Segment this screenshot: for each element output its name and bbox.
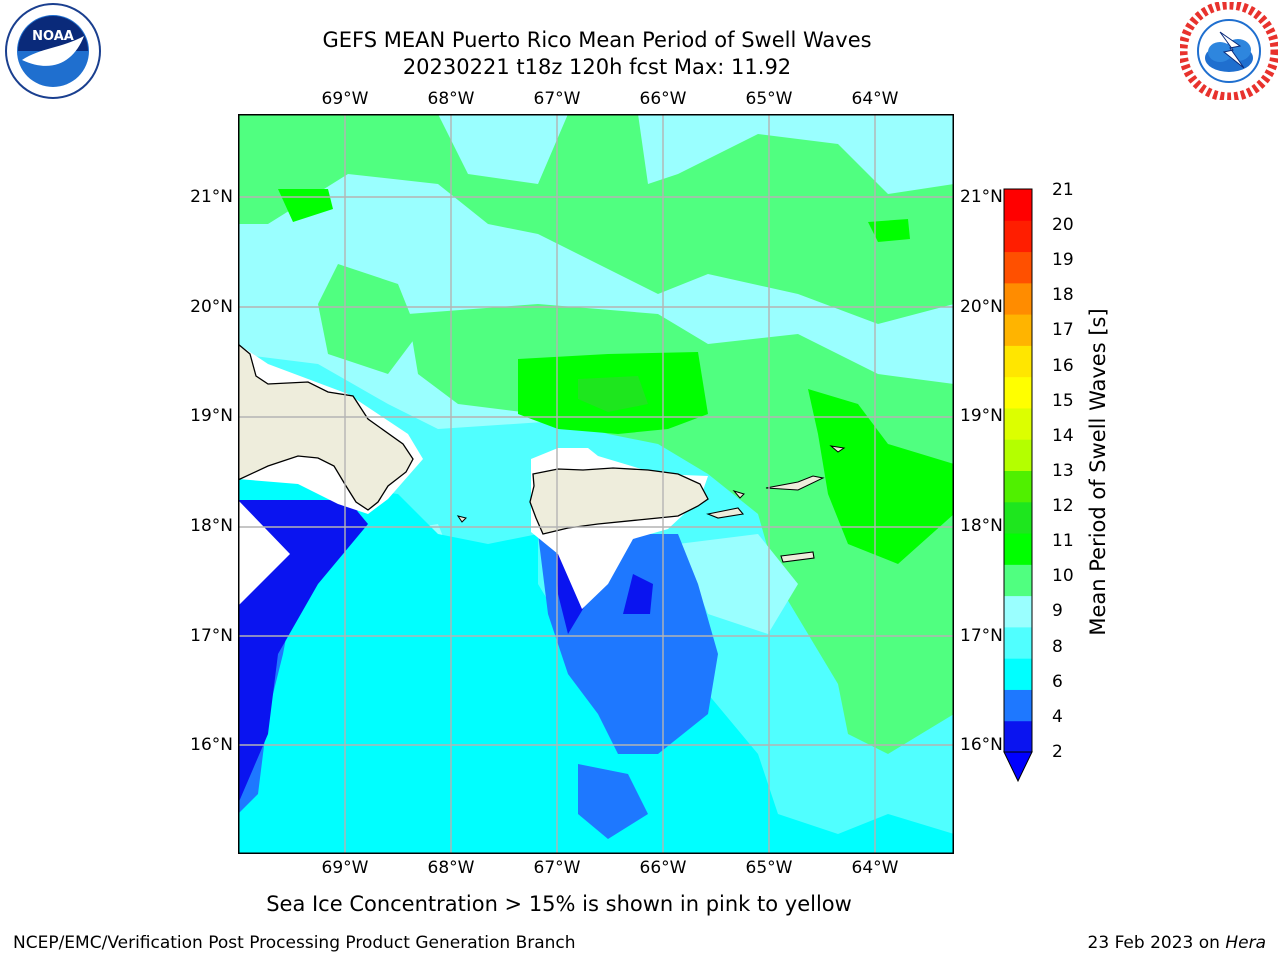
- island-st-croix: [780, 551, 815, 563]
- lon-label-bottom-65w: 65°W: [745, 858, 793, 878]
- colorbar-segment: [1004, 720, 1032, 753]
- lat-label-left-16n: 16°N: [190, 735, 233, 755]
- colorbar-segment: [1004, 439, 1032, 471]
- lon-label-bottom-67w: 67°W: [533, 858, 581, 878]
- lat-label-right-20n: 20°N: [960, 297, 1003, 317]
- map-frame: [238, 114, 954, 854]
- noaa-logo: NOAA: [5, 3, 101, 99]
- colorbar-segment: [1004, 407, 1032, 440]
- colorbar-tick-8: 8: [1052, 637, 1063, 657]
- lat-label-left-19n: 19°N: [190, 406, 233, 426]
- island-mona: [456, 515, 467, 523]
- map-title-line1: GEFS MEAN Puerto Rico Mean Period of Swe…: [322, 28, 872, 52]
- swell-period-map: [238, 114, 954, 854]
- colorbar-segment: [1004, 220, 1032, 253]
- colorbar-segment: [1004, 533, 1032, 565]
- colorbar-segment: [1004, 658, 1032, 690]
- nws-logo: [1180, 2, 1278, 100]
- map-title-line2: 20230221 t18z 120h fcst Max: 11.92: [402, 55, 792, 79]
- island-culebra: [732, 490, 745, 499]
- colorbar-segments: [1004, 189, 1032, 753]
- colorbar-tick-19: 19: [1052, 250, 1074, 270]
- colorbar-tick-21: 21: [1052, 180, 1074, 200]
- lat-label-left-21n: 21°N: [190, 187, 233, 207]
- colorbar-tick-11: 11: [1052, 531, 1074, 551]
- footer-machine: Hera: [1225, 933, 1266, 953]
- colorbar-segment: [1004, 689, 1032, 722]
- colorbar-tick-10: 10: [1052, 566, 1074, 586]
- colorbar-segment: [1004, 376, 1032, 409]
- contour-10-11s-east: [808, 389, 954, 564]
- colorbar-tick-2: 2: [1052, 742, 1063, 762]
- colorbar-tick-9: 9: [1052, 601, 1063, 621]
- lon-label-bottom-64w: 64°W: [851, 858, 899, 878]
- lat-label-right-21n: 21°N: [960, 187, 1003, 207]
- colorbar-segment: [1004, 564, 1032, 597]
- landmass-hispaniola: [238, 343, 414, 511]
- colorbar-tick-12: 12: [1052, 496, 1074, 516]
- lon-label-top-64w: 64°W: [851, 89, 899, 109]
- contour-8-9s-south2: [678, 534, 798, 634]
- colorbar-extend-arrow: [1003, 751, 1033, 783]
- colorbar-segment: [1004, 282, 1032, 315]
- lon-label-top-69w: 69°W: [321, 89, 369, 109]
- colorbar-tick-16: 16: [1052, 356, 1074, 376]
- colorbar-segment: [1004, 345, 1032, 378]
- colorbar-frame: [1003, 188, 1033, 753]
- lon-label-bottom-69w: 69°W: [321, 858, 369, 878]
- lon-label-top-67w: 67°W: [533, 89, 581, 109]
- colorbar-tick-4: 4: [1052, 707, 1063, 727]
- contour-10-11s-ne: [868, 219, 910, 242]
- colorbar: [1003, 188, 1033, 783]
- lon-label-bottom-68w: 68°W: [427, 858, 475, 878]
- colorbar-segment: [1004, 189, 1032, 221]
- colorbar-tick-6: 6: [1052, 672, 1063, 692]
- contour-2-4s-south: [578, 764, 648, 839]
- footer-branch: NCEP/EMC/Verification Post Processing Pr…: [13, 933, 576, 953]
- lon-label-top-65w: 65°W: [745, 89, 793, 109]
- contour-below-2s-west: [238, 500, 368, 804]
- colorbar-segment: [1004, 251, 1032, 284]
- contour-below-2s-small: [623, 574, 653, 614]
- lat-label-left-18n: 18°N: [190, 516, 233, 536]
- lat-label-right-19n: 19°N: [960, 406, 1003, 426]
- colorbar-tick-20: 20: [1052, 215, 1074, 235]
- noaa-logo-text: NOAA: [32, 29, 74, 44]
- islands-virgin: [765, 475, 825, 491]
- colorbar-tick-15: 15: [1052, 391, 1074, 411]
- footer-date-text: 23 Feb 2023 on: [1087, 933, 1226, 953]
- contour-11-12s: [578, 376, 648, 412]
- lat-label-right-16n: 16°N: [960, 735, 1003, 755]
- colorbar-segment: [1004, 626, 1032, 659]
- colorbar-segment: [1004, 595, 1032, 628]
- colorbar-tick-18: 18: [1052, 285, 1074, 305]
- colorbar-segment: [1004, 314, 1032, 346]
- lat-label-left-17n: 17°N: [190, 626, 233, 646]
- sea-ice-caption: Sea Ice Concentration > 15% is shown in …: [266, 892, 852, 916]
- footer-date: 23 Feb 2023 on Hera: [1088, 933, 1266, 953]
- contour-9-10s-north: [238, 114, 954, 324]
- colorbar-tick-14: 14: [1052, 426, 1074, 446]
- lon-label-top-66w: 66°W: [639, 89, 687, 109]
- island-vieques: [706, 507, 745, 519]
- lat-label-left-20n: 20°N: [190, 297, 233, 317]
- lat-label-right-18n: 18°N: [960, 516, 1003, 536]
- contour-9-10s-west: [318, 264, 418, 374]
- colorbar-label: Mean Period of Swell Waves [s]: [1086, 308, 1110, 636]
- colorbar-segment: [1004, 470, 1032, 503]
- colorbar-tick-17: 17: [1052, 320, 1074, 340]
- island-anguilla: [829, 445, 846, 453]
- colorbar-segment: [1004, 501, 1032, 534]
- map-gridlines: [238, 114, 954, 854]
- lat-label-right-17n: 17°N: [960, 626, 1003, 646]
- lon-label-top-68w: 68°W: [427, 89, 475, 109]
- colorbar-tick-13: 13: [1052, 461, 1074, 481]
- lon-label-bottom-66w: 66°W: [639, 858, 687, 878]
